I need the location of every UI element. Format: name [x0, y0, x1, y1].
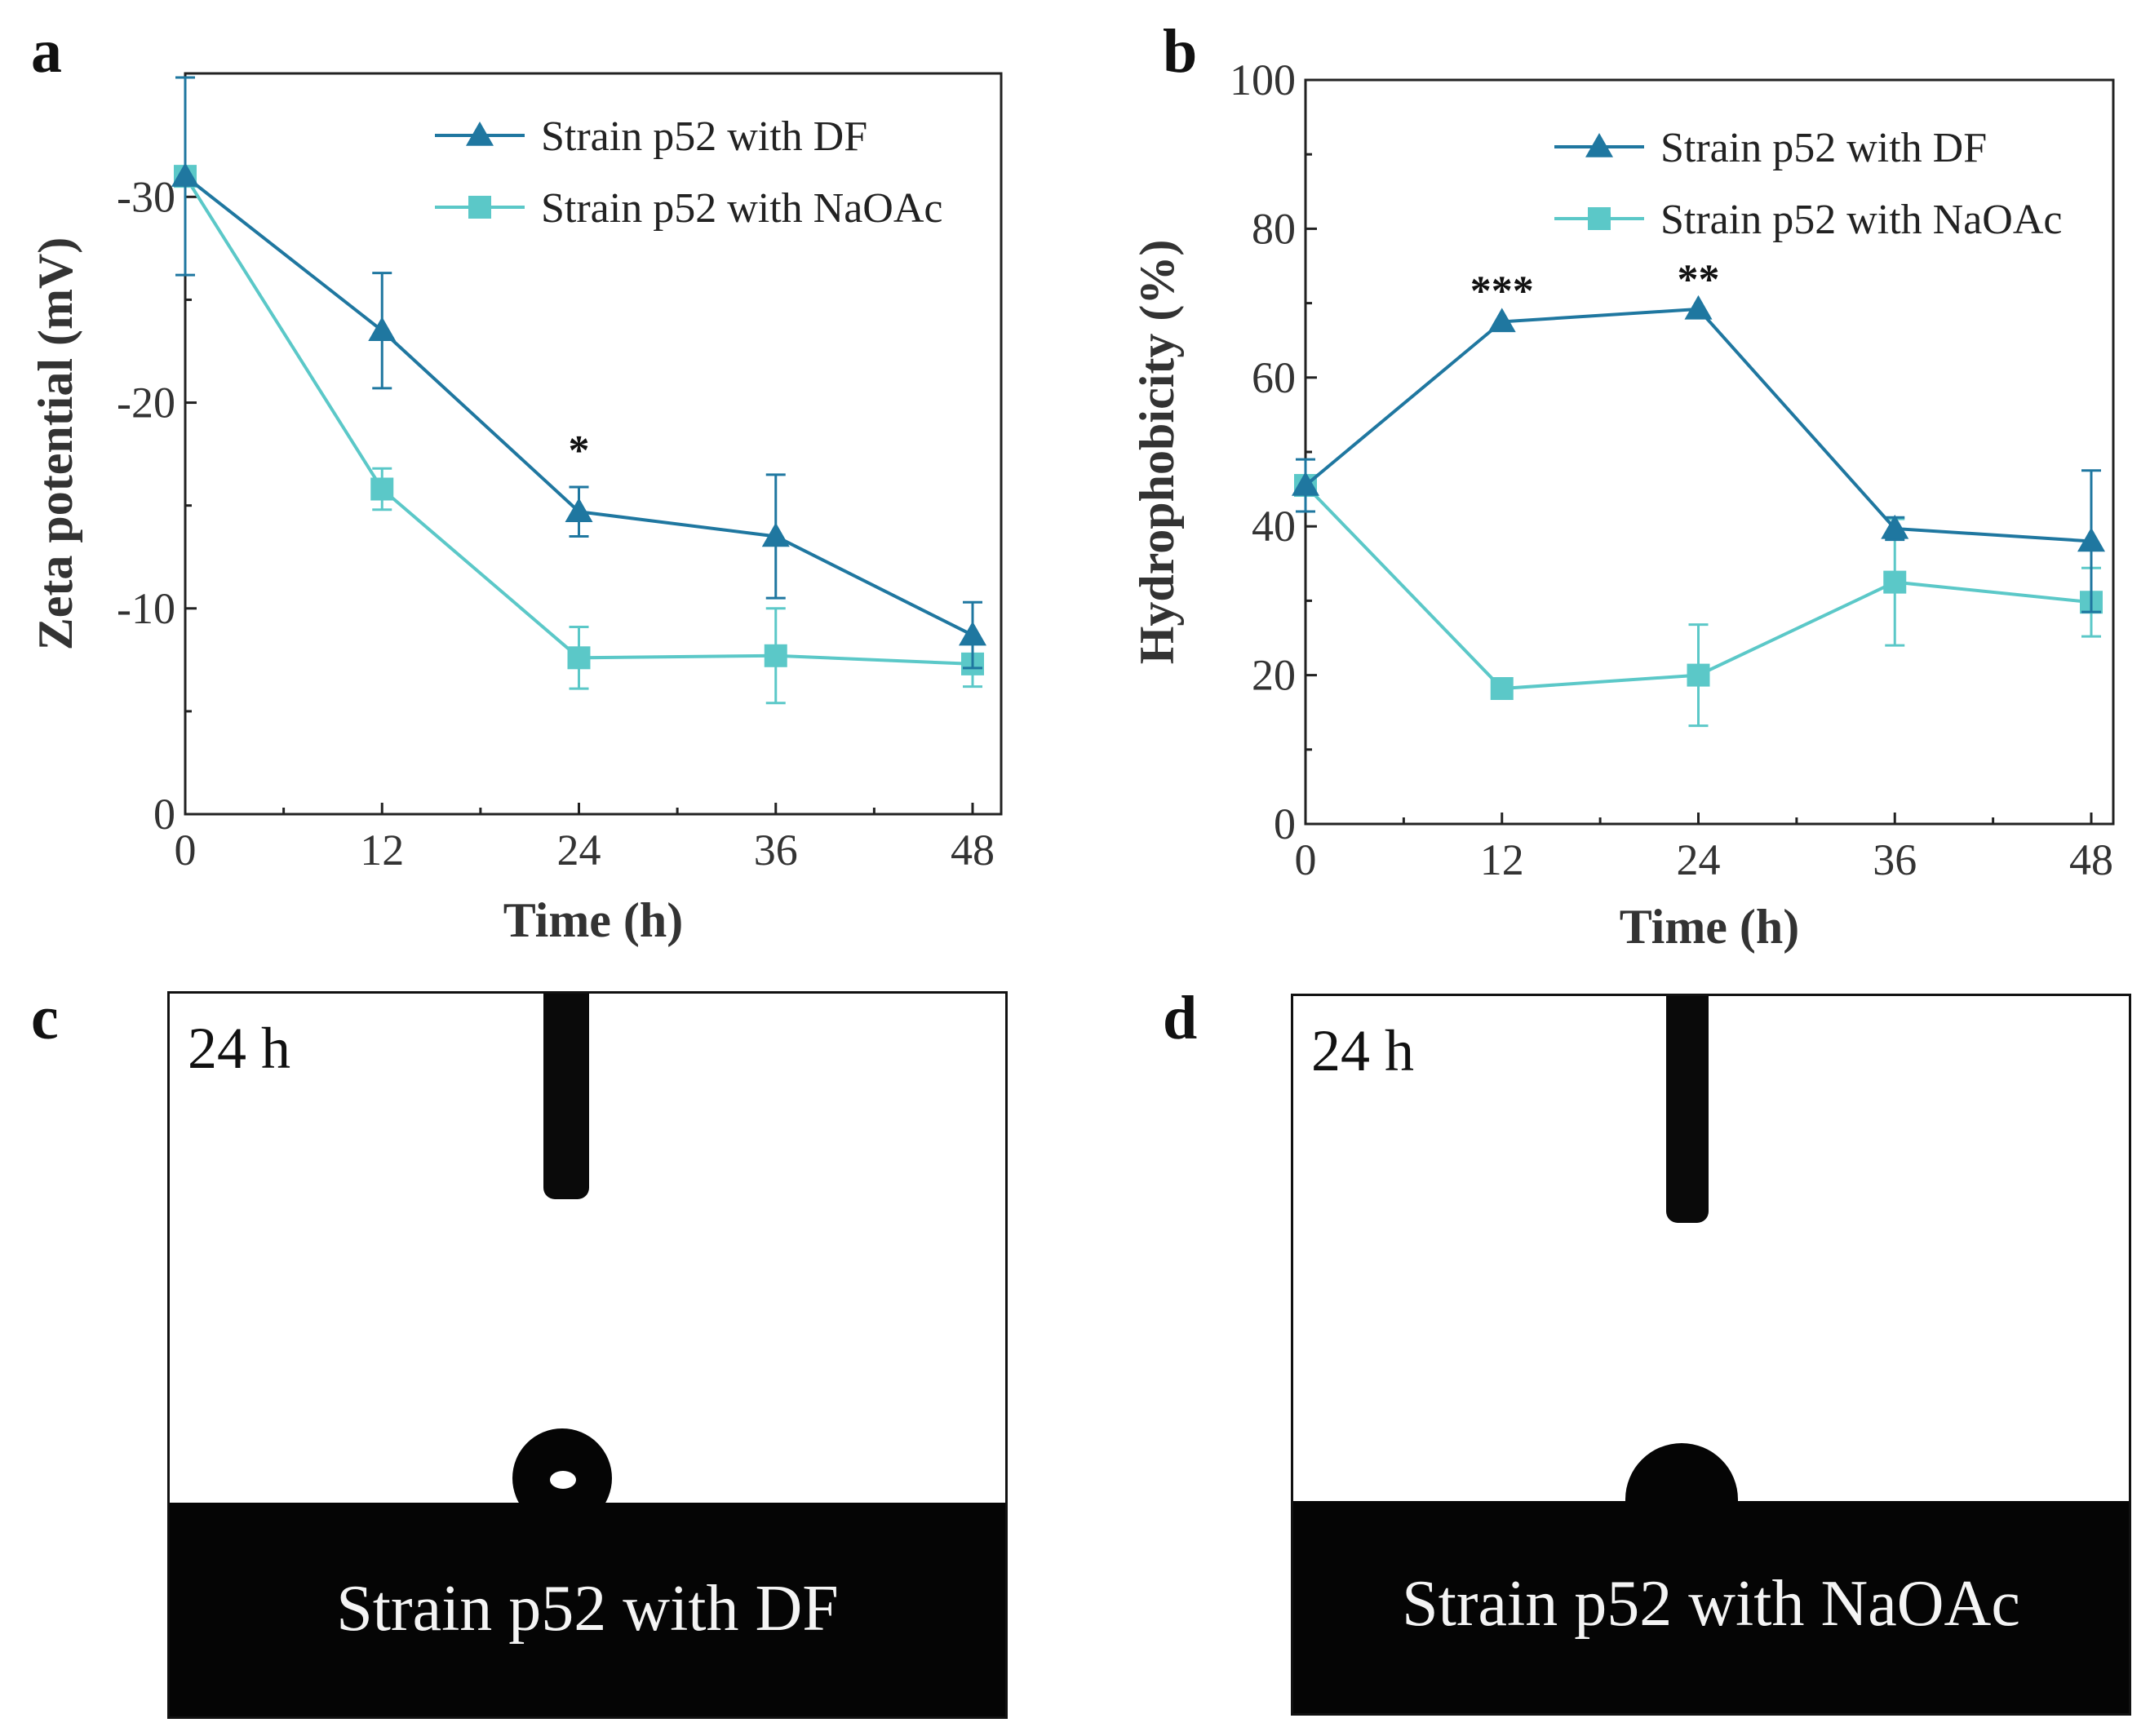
- x-tick-label: 48: [951, 826, 995, 875]
- data-point: [1490, 677, 1514, 701]
- x-tick-label: 12: [360, 826, 404, 875]
- significance-marker: ***: [1470, 268, 1534, 314]
- x-tick-label: 0: [1295, 835, 1317, 884]
- x-tick-label: 0: [175, 826, 197, 875]
- x-axis-label: Time (h): [503, 893, 684, 947]
- legend-marker: [468, 196, 491, 219]
- contact-angle-photo-df: 24 h Strain p52 with DF: [167, 991, 1008, 1719]
- data-point: [171, 162, 199, 187]
- x-tick-label: 24: [557, 826, 601, 875]
- legend-label: Strain p52 with NaOAc: [1660, 197, 2062, 243]
- data-point: [1292, 472, 1319, 496]
- legend-marker: [1588, 207, 1611, 230]
- series-line: [1304, 307, 2092, 543]
- photo-caption: Strain p52 with DF: [336, 1573, 839, 1645]
- x-tick-label: 36: [1873, 835, 1917, 884]
- y-tick-label: -20: [117, 379, 175, 427]
- time-label: 24 h: [1311, 1018, 1414, 1083]
- y-tick-label: 20: [1252, 651, 1296, 700]
- significance-marker: **: [1678, 257, 1720, 303]
- data-point: [2077, 527, 2105, 552]
- y-tick-label: -10: [117, 584, 175, 633]
- y-tick-label: -30: [117, 172, 175, 221]
- y-tick-label: 60: [1252, 353, 1296, 402]
- data-point: [764, 644, 787, 667]
- droplet-highlight: [550, 1471, 576, 1489]
- panel-label-d: d: [1163, 984, 1198, 1052]
- legend-label: Strain p52 with NaOAc: [541, 185, 942, 232]
- data-point: [565, 498, 593, 522]
- panel-label-a: a: [31, 17, 62, 86]
- y-tick-label: 0: [1274, 799, 1296, 848]
- y-axis-label: Hydrophobicity (%): [1130, 240, 1184, 665]
- legend-label: Strain p52 with DF: [1660, 125, 1987, 171]
- significance-marker: *: [569, 427, 590, 474]
- x-tick-label: 24: [1677, 835, 1721, 884]
- water-droplet: [1625, 1443, 1738, 1508]
- series-line: [184, 175, 973, 666]
- data-point: [1881, 514, 1909, 539]
- syringe-needle: [1666, 996, 1709, 1223]
- contact-angle-photo-naoac: 24 h Strain p52 with NaOAc: [1291, 994, 2131, 1716]
- photo-caption: Strain p52 with NaOAc: [1402, 1568, 2020, 1640]
- data-point: [761, 522, 790, 547]
- data-point: [1687, 663, 1710, 687]
- y-tick-label: 0: [153, 790, 175, 839]
- plot-frame: [1304, 78, 2115, 826]
- data-point: [1684, 294, 1713, 320]
- data-point: [1883, 570, 1907, 594]
- x-tick-label: 48: [2069, 835, 2113, 884]
- data-point: [368, 317, 397, 342]
- y-tick-label: 80: [1252, 204, 1296, 253]
- substrate: [1293, 1501, 2129, 1713]
- data-point: [370, 477, 394, 501]
- panel-label-b: b: [1163, 17, 1198, 86]
- data-point: [567, 646, 591, 670]
- y-tick-label: 40: [1252, 502, 1296, 551]
- syringe-needle: [543, 994, 589, 1199]
- panel-label-c: c: [31, 984, 59, 1052]
- y-axis-label: Zeta potential (mV): [29, 237, 82, 651]
- data-point: [1487, 308, 1516, 333]
- x-tick-label: 36: [754, 826, 798, 875]
- legend-marker: [466, 122, 494, 146]
- series-line: [184, 175, 973, 637]
- x-axis-label: Time (h): [1620, 900, 1800, 954]
- y-tick-label: 100: [1230, 55, 1296, 104]
- data-point: [959, 621, 986, 646]
- legend-label: Strain p52 with DF: [541, 113, 867, 160]
- x-tick-label: 12: [1480, 835, 1524, 884]
- substrate: [170, 1503, 1005, 1716]
- legend-marker: [1585, 133, 1613, 157]
- plot-frame: [184, 72, 1003, 816]
- zeta-potential-chart: 0 -10 -20 -30 0 12 24 36 48 * Strain p52 with DF…: [29, 72, 1003, 947]
- time-label: 24 h: [188, 1016, 290, 1081]
